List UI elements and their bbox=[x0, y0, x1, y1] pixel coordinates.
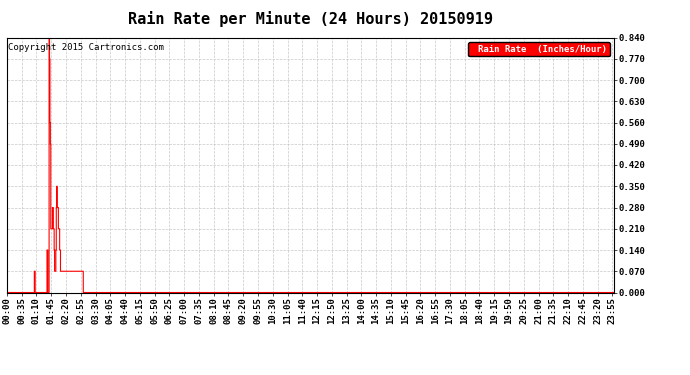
Legend: Rain Rate  (Inches/Hour): Rain Rate (Inches/Hour) bbox=[468, 42, 609, 56]
Text: Rain Rate per Minute (24 Hours) 20150919: Rain Rate per Minute (24 Hours) 20150919 bbox=[128, 11, 493, 27]
Text: Copyright 2015 Cartronics.com: Copyright 2015 Cartronics.com bbox=[8, 43, 164, 52]
